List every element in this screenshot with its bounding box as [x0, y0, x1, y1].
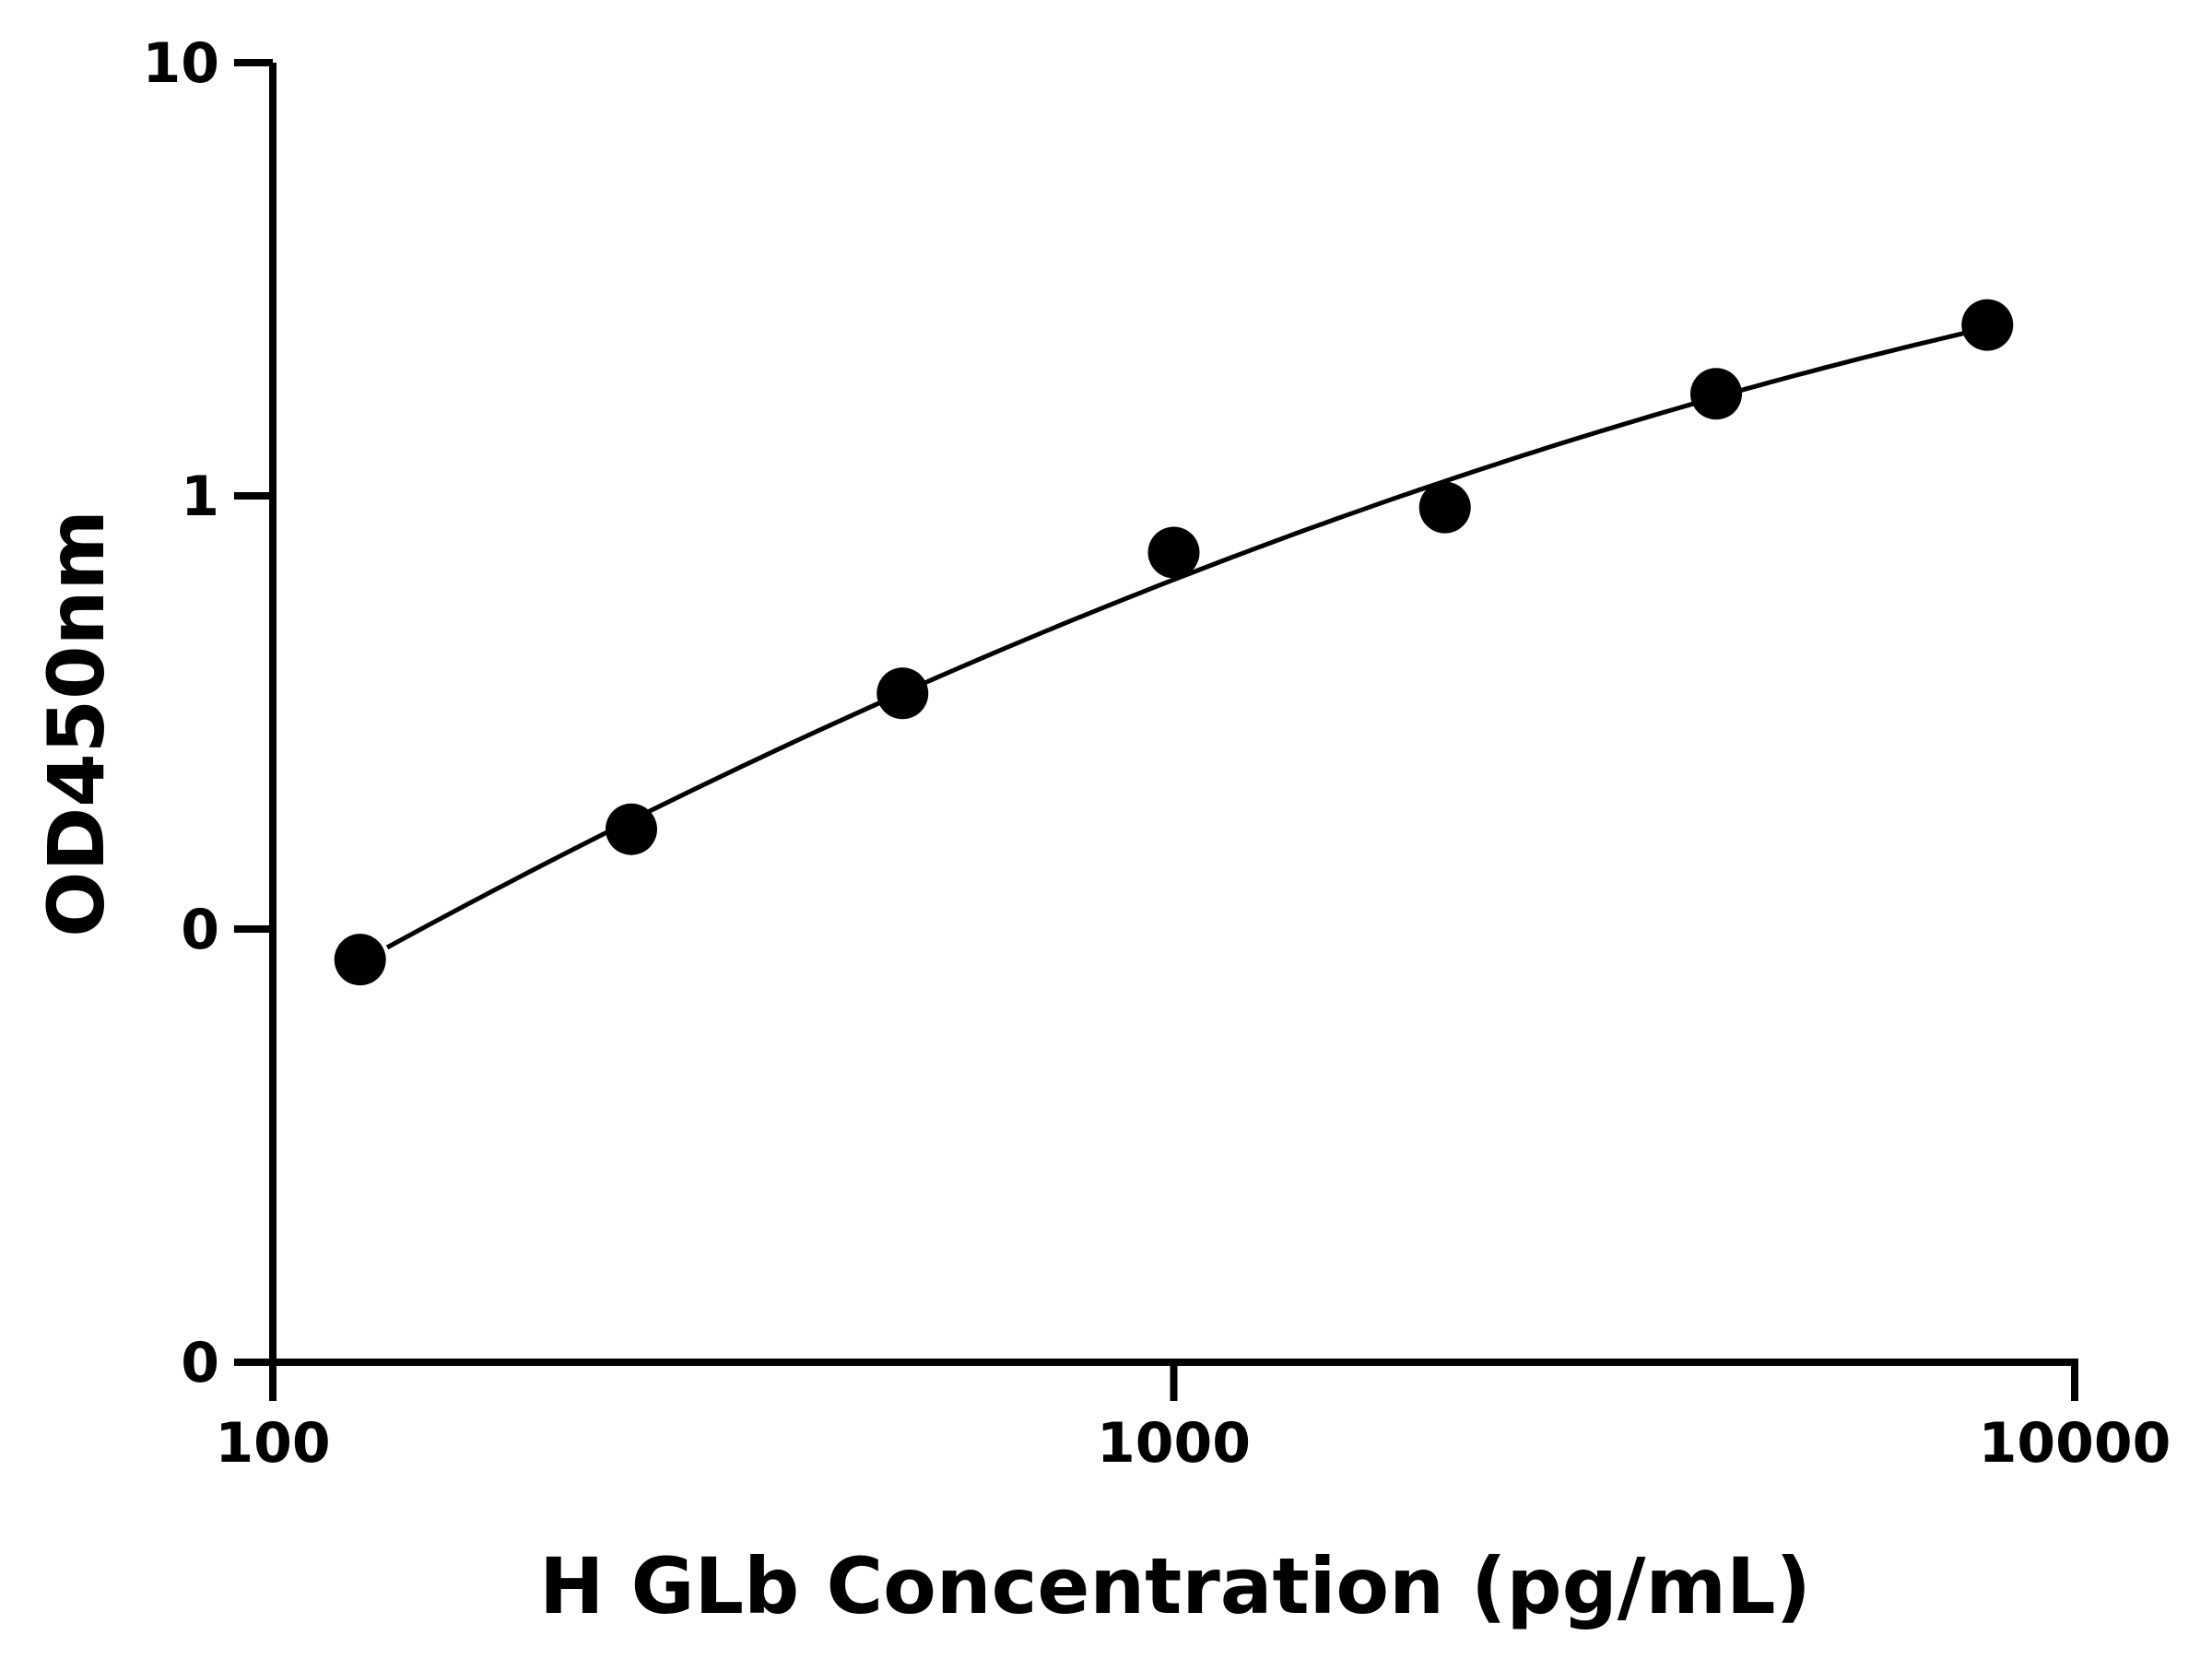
y-tick-label: 0	[181, 1331, 219, 1395]
y-tick-label: 0	[181, 898, 219, 962]
fit-curve-layer	[385, 329, 1971, 950]
y-tick-label: 10	[143, 31, 220, 96]
x-tick-label: 1000	[1097, 1411, 1251, 1476]
data-point	[1418, 481, 1471, 534]
axes	[234, 59, 2078, 1401]
data-point	[1690, 368, 1743, 420]
y-axis-title: OD450nm	[31, 510, 122, 937]
data-points-layer	[334, 299, 2014, 986]
y-tick-label: 1	[181, 465, 219, 529]
x-tick-label: 10000	[1979, 1411, 2171, 1476]
data-point	[877, 667, 929, 720]
fit-curve	[385, 329, 1971, 950]
x-axis-title: H GLb Concentration (pg/mL)	[539, 1541, 1811, 1631]
data-point	[334, 934, 386, 986]
data-point	[1147, 526, 1200, 579]
data-point	[605, 803, 657, 855]
x-tick-label: 100	[215, 1411, 330, 1476]
data-point	[1961, 299, 2014, 351]
